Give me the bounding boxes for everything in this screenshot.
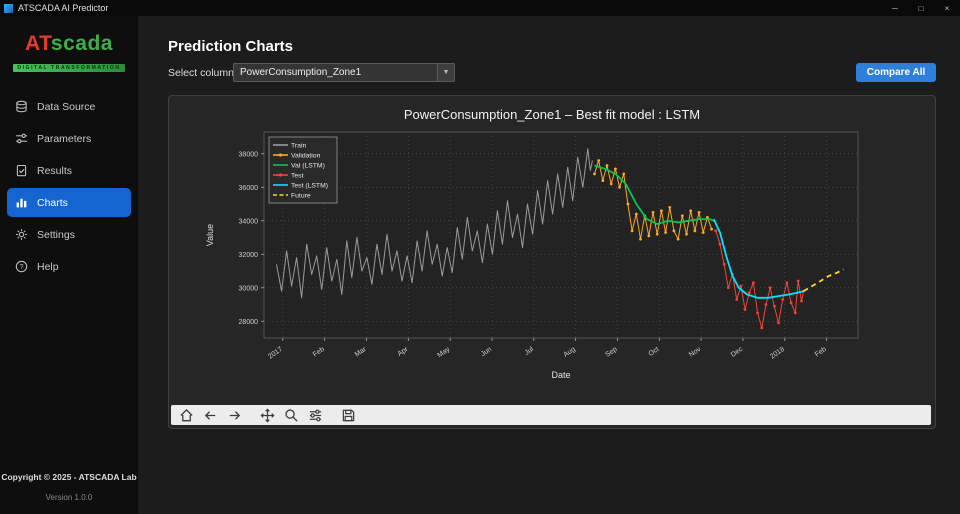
- sidebar-item-results[interactable]: Results: [7, 156, 131, 185]
- configure-subplots-icon[interactable]: [308, 408, 323, 423]
- app-icon: [4, 3, 13, 13]
- svg-text:Mar: Mar: [354, 346, 368, 359]
- atscada-logo: ATscada DIGITAL TRANSFORMATION: [0, 32, 138, 74]
- svg-text:May: May: [436, 346, 451, 360]
- sidebar-item-label: Results: [37, 164, 73, 177]
- svg-text:Date: Date: [551, 370, 570, 380]
- minimize-button[interactable]: ─: [892, 3, 898, 13]
- svg-text:Nov: Nov: [688, 346, 703, 359]
- select-column-label: Select column:: [168, 67, 237, 79]
- svg-text:2017: 2017: [267, 346, 284, 361]
- window-title: ATSCADA AI Predictor: [18, 3, 109, 13]
- svg-text:Aug: Aug: [563, 346, 577, 359]
- sidebar-item-label: Help: [37, 260, 59, 273]
- svg-text:36000: 36000: [239, 185, 259, 192]
- maximize-button[interactable]: □: [918, 3, 924, 13]
- logo-at: AT: [25, 32, 51, 55]
- forward-icon[interactable]: [227, 408, 242, 423]
- svg-text:32000: 32000: [239, 252, 259, 259]
- sidebar-item-settings[interactable]: Settings: [7, 220, 131, 249]
- svg-text:30000: 30000: [239, 285, 259, 292]
- sidebar-item-label: Parameters: [37, 132, 92, 145]
- sidebar-item-label: Data Source: [37, 100, 96, 113]
- titlebar: ATSCADA AI Predictor ─ □ ×: [0, 0, 960, 16]
- logo-text: ATscada: [0, 32, 138, 56]
- sidebar-item-label: Charts: [37, 196, 68, 209]
- help-icon: ?: [15, 260, 28, 273]
- chart-panel: PowerConsumption_Zone1 – Best fit model …: [168, 95, 936, 429]
- sidebar-item-data-source[interactable]: Data Source: [7, 92, 131, 121]
- chart-toolbar: [171, 405, 931, 425]
- sidebar-item-charts[interactable]: Charts: [7, 188, 131, 217]
- sidebar-item-help[interactable]: ? Help: [7, 252, 131, 281]
- version-text: Version 1.0.0: [45, 493, 93, 502]
- svg-text:Feb: Feb: [814, 346, 828, 359]
- compare-all-button[interactable]: Compare All: [856, 63, 936, 82]
- clipboard-check-icon: [15, 164, 28, 177]
- sidebar-item-parameters[interactable]: Parameters: [7, 124, 131, 153]
- svg-text:Test (LSTM): Test (LSTM): [291, 183, 328, 190]
- close-button[interactable]: ×: [944, 3, 950, 13]
- zoom-icon[interactable]: [284, 408, 299, 423]
- save-icon[interactable]: [341, 408, 356, 423]
- bar-chart-icon: [15, 196, 28, 209]
- svg-text:Value: Value: [205, 224, 215, 246]
- svg-text:Val (LSTM): Val (LSTM): [291, 163, 325, 170]
- svg-text:Sep: Sep: [604, 346, 618, 359]
- svg-text:Apr: Apr: [397, 346, 410, 358]
- logo-scada: scada: [50, 32, 113, 55]
- pan-icon[interactable]: [260, 408, 275, 423]
- svg-text:Train: Train: [291, 143, 306, 150]
- svg-text:Test: Test: [291, 173, 304, 180]
- svg-text:Feb: Feb: [312, 346, 326, 359]
- svg-text:Oct: Oct: [648, 346, 661, 358]
- column-select[interactable]: PowerConsumption_Zone1 ▼: [233, 63, 455, 82]
- svg-text:34000: 34000: [239, 218, 259, 225]
- home-icon[interactable]: [179, 408, 194, 423]
- svg-text:38000: 38000: [239, 151, 259, 158]
- svg-text:?: ?: [19, 262, 23, 271]
- sidebar-item-label: Settings: [37, 228, 75, 241]
- svg-text:28000: 28000: [239, 319, 259, 326]
- back-icon[interactable]: [203, 408, 218, 423]
- copyright-text: Copyright © 2025 - ATSCADA Lab: [1, 472, 137, 482]
- svg-text:Future: Future: [291, 193, 311, 200]
- database-icon: [15, 100, 28, 113]
- sliders-icon: [15, 132, 28, 145]
- sidebar: ATscada DIGITAL TRANSFORMATION Data Sour…: [0, 16, 138, 514]
- gear-icon: [15, 228, 28, 241]
- chevron-down-icon[interactable]: ▼: [437, 64, 454, 81]
- svg-text:Dec: Dec: [730, 346, 745, 359]
- svg-text:Validation: Validation: [291, 153, 321, 160]
- prediction-chart[interactable]: 28000 30000 32000 34000 36000 38000 2017 Feb Mar…: [169, 124, 935, 382]
- sidebar-nav: Data Source Parameters Results Charts Se…: [0, 92, 138, 281]
- sidebar-footer: Copyright © 2025 - ATSCADA Lab Version 1…: [0, 472, 138, 502]
- svg-text:Jun: Jun: [480, 346, 493, 358]
- page-title: Prediction Charts: [168, 38, 294, 55]
- svg-text:Jul: Jul: [524, 346, 536, 357]
- logo-tagline: DIGITAL TRANSFORMATION: [13, 64, 125, 72]
- svg-text:2018: 2018: [769, 346, 786, 361]
- chart-title: PowerConsumption_Zone1 – Best fit model …: [403, 107, 701, 122]
- column-select-value: PowerConsumption_Zone1: [240, 67, 362, 78]
